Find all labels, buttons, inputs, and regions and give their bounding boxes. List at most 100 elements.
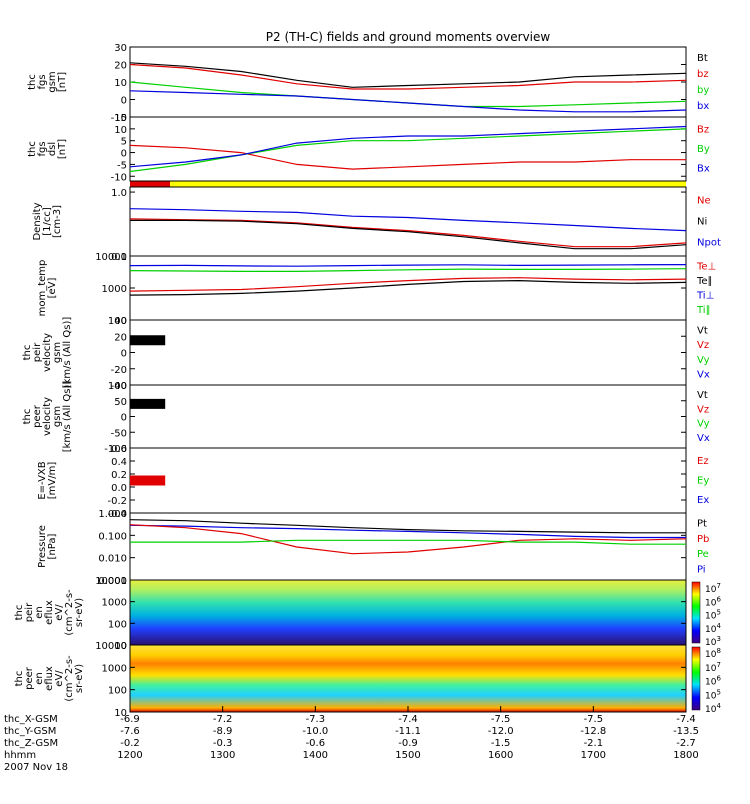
legend-Ti∥: Ti∥ [696, 305, 711, 316]
y-tick-label: 1000 [102, 284, 127, 295]
y-tick-label: 10000 [95, 641, 127, 652]
footer-value: 1800 [673, 750, 698, 761]
colorbar-label: 104 [705, 702, 721, 715]
series-Bz [129, 144, 686, 170]
y-tick-label: 5 [121, 137, 127, 148]
series-Npot [129, 208, 687, 232]
series-Te∥ [129, 279, 687, 296]
y-axis-label: thc [22, 345, 33, 361]
legend-Ez: Ez [697, 456, 709, 467]
y-axis-label: en [34, 606, 45, 619]
footer-value: -11.1 [395, 726, 421, 737]
footer-value: 1700 [581, 750, 606, 761]
footer-value: -2.7 [676, 738, 696, 749]
y-tick-label: 10000 [95, 252, 127, 263]
panel-frame [129, 116, 687, 182]
y-axis-label: peer [24, 666, 35, 690]
panel-frame [129, 384, 687, 449]
series-By [129, 128, 687, 173]
y-axis-label: velocity [42, 397, 53, 436]
y-axis-label: sr-eV) [74, 664, 85, 693]
y-tick-label: 0.4 [111, 457, 127, 468]
y-tick-label: 10 [114, 125, 127, 136]
legend-Ni: Ni [697, 217, 707, 228]
y-tick-label: 1000 [102, 663, 127, 674]
y-tick-label: 15 [114, 113, 127, 124]
series-Pi [129, 524, 686, 539]
footer-value: -8.9 [213, 726, 233, 737]
y-axis-label: gsm [52, 406, 63, 427]
colorbar-label: 105 [705, 609, 721, 622]
y-tick-label: 0.0 [111, 483, 127, 494]
footer-value: -7.5 [584, 714, 604, 725]
y-tick-label: 1000 [102, 598, 127, 609]
y-axis-label: peer [32, 404, 43, 428]
status-bar-red [130, 181, 170, 187]
footer-value: -13.5 [673, 726, 699, 737]
y-tick-label: 0.001 [98, 576, 127, 587]
y-tick-label: 0.6 [111, 444, 127, 455]
series-bz [129, 63, 687, 90]
y-axis-label: eflux [44, 666, 55, 691]
y-tick-label: -20 [111, 365, 127, 376]
panel-pressure: 1.000 0.100 0.010 0.001 Pressure [nPa] Pt Pb Pe P… [37, 509, 709, 587]
footer-value: 1400 [303, 750, 328, 761]
series-Bx [129, 125, 687, 168]
chart-title: P2 (TH-C) fields and ground moments over… [266, 30, 551, 44]
y-axis-label: [cm-3] [52, 205, 63, 238]
legend-bz: bz [697, 69, 709, 80]
footer-value: -7.3 [306, 714, 326, 725]
y-tick-label: 30 [114, 43, 127, 54]
y-tick-label: -50 [111, 428, 127, 439]
colorbar-peir_en [691, 581, 701, 644]
y-axis-label: eflux [44, 600, 55, 625]
y-tick-label: 10 [114, 78, 127, 89]
y-axis-label: gsm [52, 342, 63, 363]
footer-value: -0.2 [120, 738, 140, 749]
panel-frame [129, 512, 687, 581]
footer-value: -7.6 [120, 726, 140, 737]
legend-Vt: Vt [697, 325, 708, 336]
y-tick-label: 100 [108, 316, 127, 327]
y-axis-label: mom_temp [37, 260, 48, 317]
footer-value: -7.4 [398, 714, 418, 725]
y-axis-label: [eV] [47, 278, 58, 299]
y-tick-label: 10000 [95, 576, 127, 587]
footer-value: -10.0 [302, 726, 328, 737]
panel-frame [129, 447, 687, 514]
y-tick-label: 100 [108, 381, 127, 392]
status-bar-yellow [170, 181, 686, 187]
footer-row-label: thc_Z-GSM [4, 738, 58, 749]
footer-value: -7.2 [213, 714, 233, 725]
legend-Pi: Pi [697, 564, 706, 575]
y-tick-label: 100 [108, 619, 127, 630]
y-axis-label: E=-VXB [37, 461, 48, 499]
y-axis-label: (cm^2-s- [64, 589, 75, 636]
series-Ne [129, 218, 687, 248]
y-axis-label: Pressure [37, 525, 48, 568]
legend-Vy: Vy [697, 355, 710, 366]
legend-bx: bx [697, 101, 709, 112]
colorbar-label: 107 [705, 661, 721, 674]
y-axis-label: dsl [47, 142, 58, 156]
y-tick-label: -10 [111, 172, 127, 183]
legend-Vz: Vz [697, 404, 709, 415]
panel-frame [129, 186, 687, 257]
y-axis-label: thc [27, 74, 38, 90]
y-axis-label: peir [24, 602, 35, 622]
legend-Ti⊥: Ti⊥ [696, 290, 714, 301]
y-tick-label: -100 [104, 444, 127, 455]
legend-by: by [697, 85, 709, 96]
y-axis-label: sr-eV) [74, 598, 85, 627]
series-Pe [130, 539, 686, 545]
footer-value: -0.6 [306, 738, 326, 749]
series-Ni [130, 219, 687, 250]
y-axis-label: gsm [47, 71, 58, 92]
y-tick-label: -0.2 [107, 496, 127, 507]
footer-row-label: thc_Y-GSM [4, 726, 56, 737]
footer-value: -2.1 [584, 738, 604, 749]
footer-value: -0.9 [398, 738, 418, 749]
y-axis-label: thc [27, 141, 38, 157]
footer-value: -12.8 [580, 726, 606, 737]
